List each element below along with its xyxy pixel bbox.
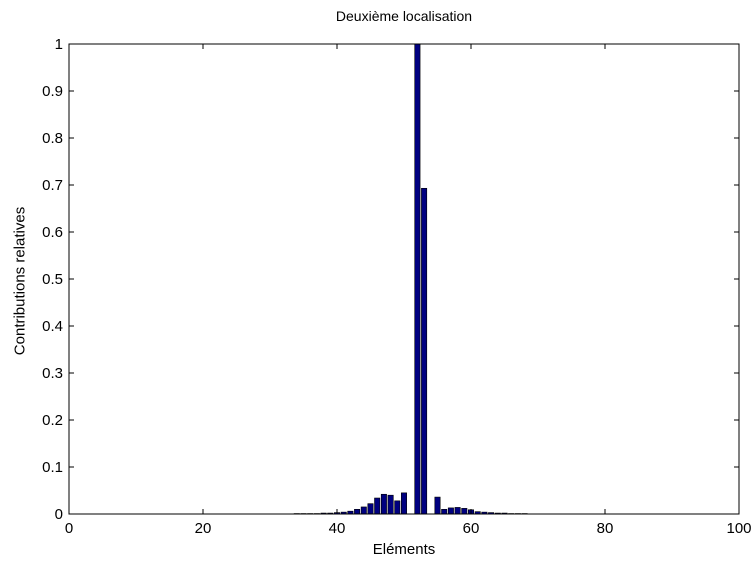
bar xyxy=(421,187,428,515)
bar xyxy=(374,497,381,515)
bar xyxy=(441,508,448,515)
y-tick-label: 0.5 xyxy=(42,271,63,288)
bar xyxy=(454,507,461,515)
plot-frame xyxy=(68,43,740,515)
y-axis-ticks: 0 0.1 0.2 0.3 0.4 0.5 0.6 0.7 0.8 0.9 1 xyxy=(42,36,739,523)
bar xyxy=(394,500,401,515)
x-tick-label: 60 xyxy=(463,520,480,537)
bar xyxy=(360,506,367,515)
x-tick-label: 80 xyxy=(597,520,614,537)
bar-series xyxy=(293,43,528,515)
x-tick-label: 0 xyxy=(65,520,73,537)
x-tick-label: 100 xyxy=(726,520,751,537)
y-tick-label: 0 xyxy=(55,506,63,523)
x-axis-ticks: 0 20 40 60 80 100 xyxy=(65,44,752,537)
x-tick-label: 20 xyxy=(195,520,212,537)
y-tick-label: 0.3 xyxy=(42,365,63,382)
y-tick-label: 0.4 xyxy=(42,318,63,335)
y-tick-label: 0.9 xyxy=(42,83,63,100)
y-tick-label: 0.1 xyxy=(42,459,63,476)
y-tick-label: 1 xyxy=(55,36,63,53)
bar xyxy=(461,508,468,515)
y-tick-label: 0.2 xyxy=(42,412,63,429)
bar xyxy=(380,493,387,515)
bar xyxy=(367,503,374,515)
y-axis-label: Contributions relatives xyxy=(11,206,29,356)
bar xyxy=(354,508,361,515)
bar xyxy=(414,43,421,515)
bar xyxy=(434,496,441,515)
x-axis-label: Eléments xyxy=(372,541,436,558)
bar xyxy=(401,492,407,515)
bar xyxy=(447,507,454,515)
bar xyxy=(387,494,394,515)
y-tick-label: 0.7 xyxy=(42,177,63,194)
chart-title: Deuxième localisation xyxy=(335,8,473,24)
y-tick-label: 0.8 xyxy=(42,130,63,147)
y-tick-label: 0.6 xyxy=(42,224,63,241)
x-tick-label: 40 xyxy=(329,520,346,537)
